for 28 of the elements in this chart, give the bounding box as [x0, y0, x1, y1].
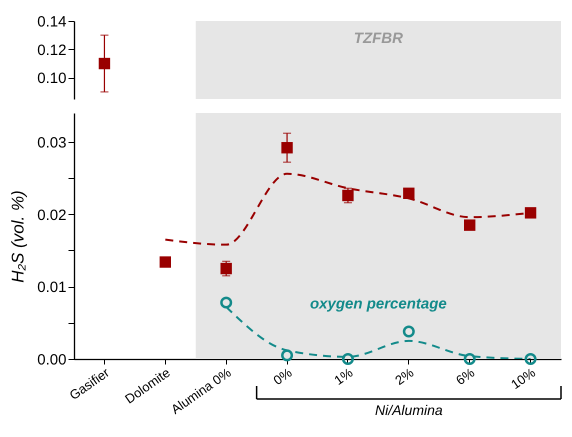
y-tick-label: 0.01	[37, 279, 66, 296]
x-tick-label: 0%	[270, 364, 295, 388]
point	[402, 326, 415, 338]
band-label: TZFBR	[354, 30, 404, 47]
x-tick-label: 2%	[392, 364, 417, 388]
point	[220, 296, 232, 309]
point	[342, 353, 354, 365]
x-tick-label: 6%	[453, 364, 478, 388]
point	[524, 207, 536, 219]
point	[281, 349, 294, 362]
point	[281, 142, 293, 154]
y-tick-label: 0.10	[37, 70, 66, 88]
text: Ni/Alumina	[374, 402, 443, 418]
y-tick-label: 0.03	[37, 134, 66, 152]
x-tick-label: 1%	[331, 364, 356, 388]
y-axis-title: H₂S (vol. %)	[8, 190, 28, 283]
y-tick-label: 0.00	[37, 352, 66, 368]
point	[464, 353, 476, 365]
y-tick-label: 0.02	[37, 206, 66, 224]
y-tick-label: 0.14	[37, 14, 66, 30]
text: oxygen percentage	[310, 296, 447, 313]
point	[403, 188, 415, 200]
point	[464, 219, 476, 231]
point	[160, 256, 172, 268]
point	[220, 262, 232, 274]
point	[524, 353, 537, 365]
y-tick-label: 0.12	[37, 42, 66, 59]
x-tick-label: 10%	[508, 364, 538, 392]
